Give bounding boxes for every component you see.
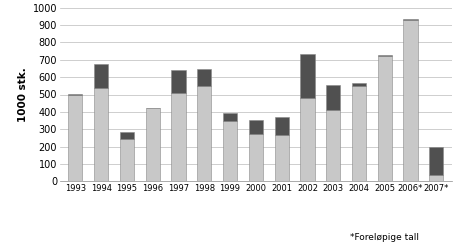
Bar [378,55,392,56]
Bar [94,87,108,181]
Bar [146,108,160,181]
Bar [197,69,212,86]
Bar [171,70,186,93]
Bar [403,20,418,181]
Bar [120,139,134,181]
Bar [171,93,186,181]
Bar [429,175,443,181]
Text: *Foreløpige tall: *Foreløpige tall [350,233,420,242]
Bar [300,54,314,98]
Bar [94,64,108,87]
Bar [275,117,289,135]
Bar [352,83,366,86]
Y-axis label: 1000 stk.: 1000 stk. [18,67,29,122]
Bar [300,98,314,181]
Bar [429,147,443,175]
Bar [223,121,237,181]
Bar [326,85,340,110]
Bar [326,110,340,181]
Bar [68,94,83,181]
Bar [120,132,134,139]
Bar [378,56,392,181]
Bar [197,86,212,181]
Bar [403,19,418,20]
Bar [249,120,263,134]
Bar [249,134,263,181]
Bar [275,135,289,181]
Bar [352,86,366,181]
Bar [223,113,237,121]
